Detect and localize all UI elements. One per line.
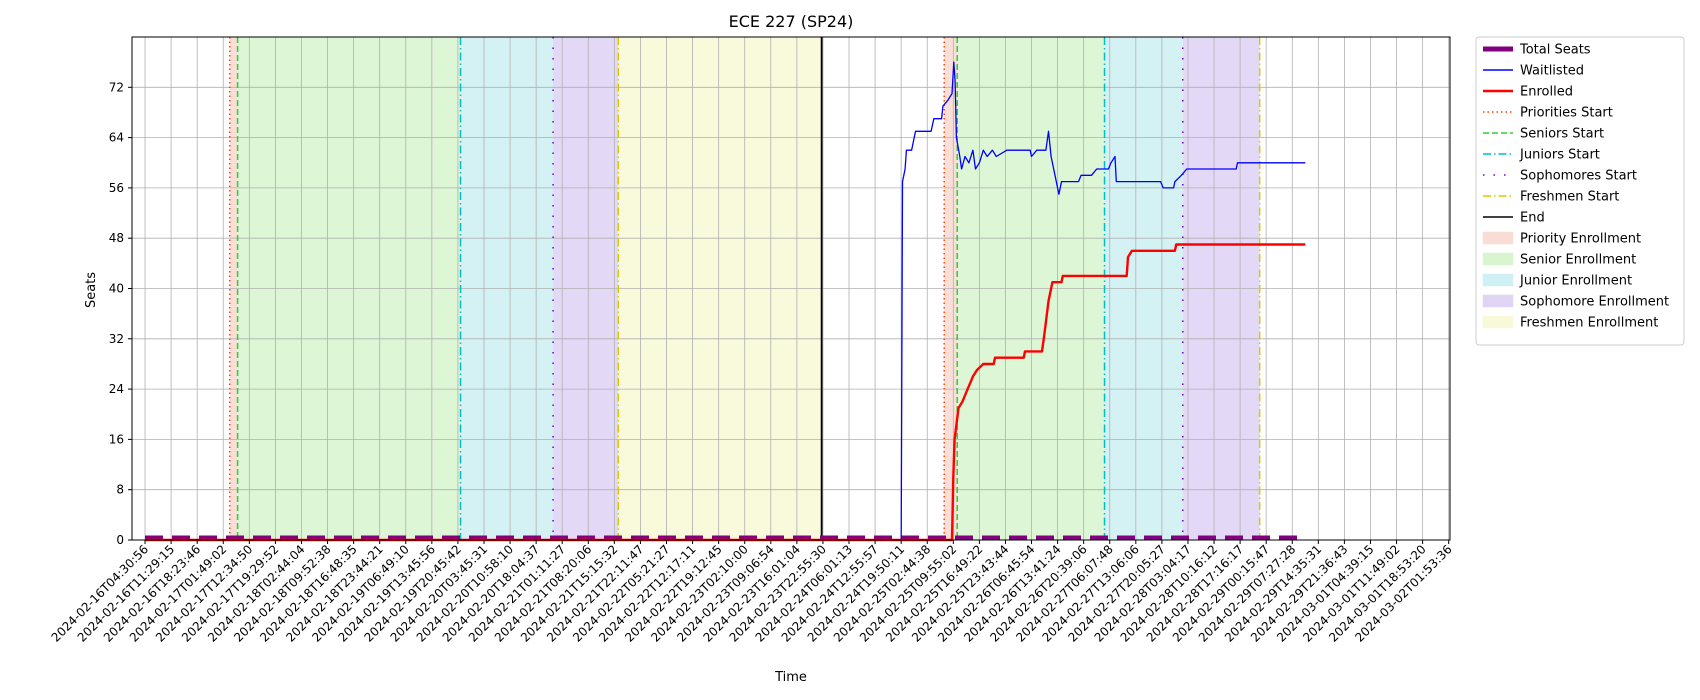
y-tick-label: 40 xyxy=(109,282,124,296)
legend-item: Sophomore Enrollment xyxy=(1482,294,1669,310)
legend-item: Senior Enrollment xyxy=(1482,252,1636,268)
series-line xyxy=(145,243,1306,542)
data-series xyxy=(145,61,1306,542)
y-tick-label: 8 xyxy=(116,483,124,497)
legend-item: Total Seats xyxy=(1483,43,1591,58)
legend-label: Sophomore Enrollment xyxy=(1520,295,1669,310)
legend-item: Freshmen Start xyxy=(1483,190,1619,205)
legend-item: End xyxy=(1483,211,1545,226)
y-axis-label: Seats xyxy=(84,272,99,308)
legend-swatch xyxy=(1482,252,1514,266)
legend-item: Freshmen Enrollment xyxy=(1482,315,1658,331)
legend-item: Enrolled xyxy=(1483,85,1573,100)
legend-item: Sophomores Start xyxy=(1483,169,1637,184)
legend-item: Waitlisted xyxy=(1483,64,1584,79)
y-tick-label: 16 xyxy=(109,432,124,446)
y-tick-label: 64 xyxy=(109,131,124,145)
legend-box xyxy=(1475,36,1685,346)
legend-swatch xyxy=(1482,315,1514,329)
y-tick-label: 32 xyxy=(109,332,124,346)
series-line xyxy=(145,61,1306,541)
legend-label: Freshmen Enrollment xyxy=(1520,316,1658,331)
axes: 0816243240485664722024-02-16T04:30:56202… xyxy=(49,36,1455,645)
y-tick-label: 72 xyxy=(109,80,124,94)
legend-label: End xyxy=(1520,211,1545,226)
legend-label: Enrolled xyxy=(1520,85,1573,100)
legend-label: Seniors Start xyxy=(1520,127,1604,142)
y-tick-label: 48 xyxy=(109,231,124,245)
legend: Total Seats Waitlisted Enrolled Priorities … xyxy=(1475,36,1685,346)
phase-markers xyxy=(229,37,1261,540)
legend-item: Priority Enrollment xyxy=(1482,231,1641,247)
x-axis-label: Time xyxy=(774,670,807,685)
y-tick-label: 56 xyxy=(109,181,124,195)
legend-label: Priority Enrollment xyxy=(1520,232,1641,247)
legend-item: Priorities Start xyxy=(1483,106,1613,121)
legend-item: Junior Enrollment xyxy=(1482,273,1632,289)
legend-label: Total Seats xyxy=(1519,43,1591,58)
legend-label: Juniors Start xyxy=(1519,148,1600,163)
legend-swatch xyxy=(1482,231,1514,245)
legend-item: Juniors Start xyxy=(1483,148,1600,163)
y-tick-label: 24 xyxy=(109,382,124,396)
legend-label: Waitlisted xyxy=(1520,64,1584,79)
legend-item: Seniors Start xyxy=(1483,127,1604,142)
y-tick-label: 0 xyxy=(116,533,124,547)
legend-label: Priorities Start xyxy=(1520,106,1613,121)
legend-swatch xyxy=(1482,273,1514,287)
legend-label: Freshmen Start xyxy=(1520,190,1619,205)
legend-label: Senior Enrollment xyxy=(1520,253,1636,268)
chart-title: ECE 227 (SP24) xyxy=(729,12,854,31)
legend-swatch xyxy=(1482,294,1514,308)
legend-label: Sophomores Start xyxy=(1520,169,1637,184)
legend-label: Junior Enrollment xyxy=(1519,274,1632,289)
